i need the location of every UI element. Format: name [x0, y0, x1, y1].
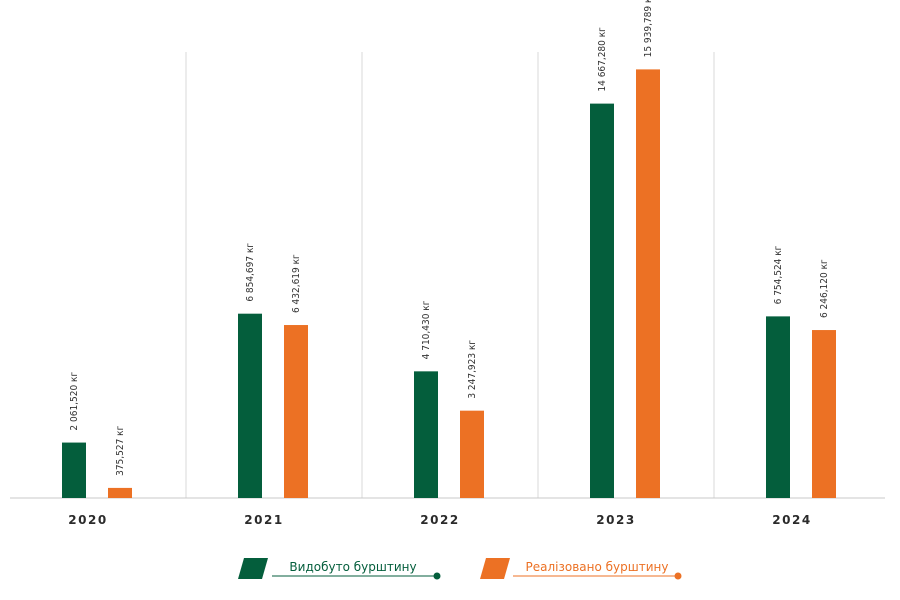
- legend: Видобуто бурштину Реалізовано бурштину: [238, 558, 682, 580]
- value-label-mined-2024: 6 754,524 кг: [773, 245, 784, 304]
- legend-swatch-sold: [480, 558, 510, 579]
- x-tick-label-2021: 2021: [244, 513, 283, 527]
- legend-dot-sold: [674, 572, 682, 580]
- bar-mined-2023: [590, 103, 614, 499]
- category-dividers: [185, 52, 715, 498]
- x-tick-label-2022: 2022: [420, 513, 459, 527]
- legend-item-sold: Реалізовано бурштину: [480, 558, 682, 580]
- bar-mined-2020: [62, 442, 86, 498]
- legend-label-sold: Реалізовано бурштину: [526, 560, 669, 574]
- legend-dot-mined: [433, 572, 441, 580]
- bar-sold-2021: [284, 325, 308, 498]
- value-labels: 2 061,520 кг 375,527 кг 6 854,697 кг 6 432,…: [69, 0, 830, 476]
- x-tick-labels: 2020 2021 2022 2023 2024: [68, 513, 811, 527]
- bar-mined-2022: [414, 371, 438, 498]
- value-label-sold-2023: 15 939,789 кг: [643, 0, 654, 57]
- bar-sold-2024: [812, 330, 836, 498]
- legend-label-mined: Видобуто бурштину: [289, 560, 416, 574]
- bar-sold-2023: [636, 69, 660, 498]
- value-label-mined-2022: 4 710,430 кг: [421, 300, 432, 359]
- value-label-sold-2022: 3 247,923 кг: [467, 340, 478, 399]
- bar-sold-2020: [108, 487, 132, 498]
- legend-swatch-mined: [238, 558, 268, 579]
- x-tick-label-2020: 2020: [68, 513, 107, 527]
- value-label-mined-2023: 14 667,280 кг: [597, 27, 608, 92]
- x-tick-label-2023: 2023: [596, 513, 635, 527]
- x-tick-label-2024: 2024: [772, 513, 811, 527]
- bar-mined-2024: [766, 316, 790, 498]
- value-label-mined-2021: 6 854,697 кг: [245, 243, 256, 302]
- value-label-sold-2020: 375,527 кг: [115, 425, 126, 475]
- value-label-mined-2020: 2 061,520 кг: [69, 372, 80, 431]
- value-label-sold-2021: 6 432,619 кг: [291, 254, 302, 313]
- value-label-sold-2024: 6 246,120 кг: [819, 259, 830, 318]
- bars: [62, 69, 836, 499]
- legend-item-mined: Видобуто бурштину: [238, 558, 441, 580]
- bar-sold-2022: [460, 410, 484, 498]
- bar-mined-2021: [238, 313, 262, 498]
